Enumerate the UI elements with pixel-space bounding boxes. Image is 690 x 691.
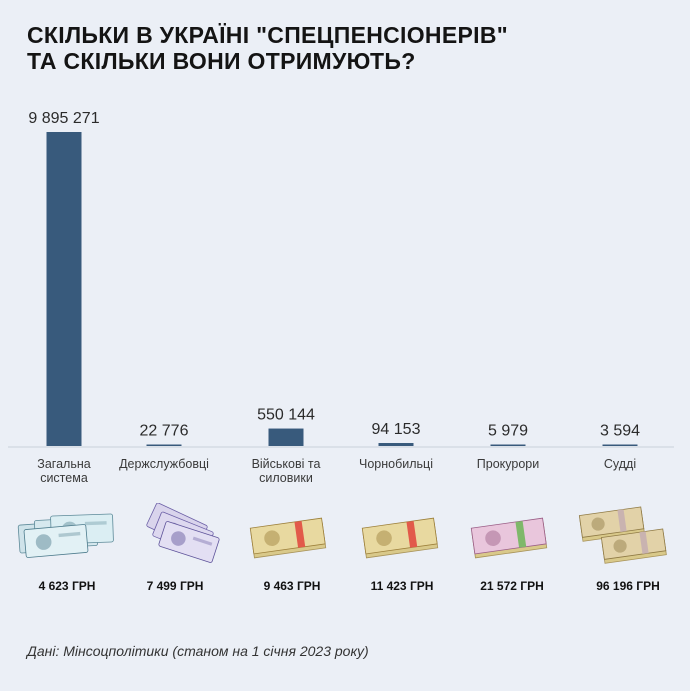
bar-3 [378,443,414,446]
pension-amount-0: 4 623 ГРН [38,579,96,593]
value-label-0: 9 895 271 [28,110,99,127]
value-label-1: 22 776 [140,423,189,440]
money-pack-pink-icon [459,503,559,565]
title-line-2: ТА СКІЛЬКИ ВОНИ ОТРИМУЮТЬ? [27,48,416,74]
bars-group [46,132,638,446]
title-line-1: СКІЛЬКИ В УКРАЇНІ "СПЕЦПЕНСІОНЕРІВ" [27,22,508,48]
banknotes-50-icon [125,502,225,565]
chart-title: СКІЛЬКИ В УКРАЇНІ "СПЕЦПЕНСІОНЕРІВ" ТА С… [27,22,667,74]
value-label-5: 3 594 [600,423,640,440]
bar-1 [146,444,182,446]
pension-amount-5: 96 196 ГРН [596,579,660,593]
pension-amount-4: 21 572 ГРН [480,579,544,593]
category-label-0-line-0: Загальна [37,457,90,471]
bar-2 [268,428,304,446]
value-label-4: 5 979 [488,423,528,440]
category-label-4-line-0: Прокурори [477,457,539,471]
value-label-3: 94 153 [372,421,421,438]
value-labels-group: 9 895 271 22 776 550 144 94 153 5 979 3 594 [28,110,640,440]
money-packs-stacked-icon [573,503,673,565]
money-pack-icon [350,503,450,565]
money-pack-icon [238,503,338,565]
category-label-3-line-0: Чорнобильці [359,457,433,471]
category-label-1-line-0: Держслужбовці [119,457,209,471]
source-note: Дані: Мінсоцполітики (станом на 1 січня … [27,643,369,659]
category-label-5-line-0: Судді [604,457,636,471]
category-label-2-line-0: Військові та [252,457,321,471]
pension-amount-3: 11 423 ГРН [370,579,434,593]
pension-amount-2: 9 463 ГРН [263,579,321,593]
bar-chart: 9 895 271 22 776 550 144 94 153 5 979 3 594 З… [8,110,674,485]
bar-5 [602,444,638,446]
category-label-0-line-1: система [40,471,88,485]
bar-0 [46,132,82,446]
bar-4 [490,444,526,446]
pension-amount-1: 7 499 ГРН [146,579,204,593]
value-label-2: 550 144 [257,407,315,424]
banknotes-1000-icon [17,503,117,565]
category-label-2-line-1: силовики [259,471,313,485]
